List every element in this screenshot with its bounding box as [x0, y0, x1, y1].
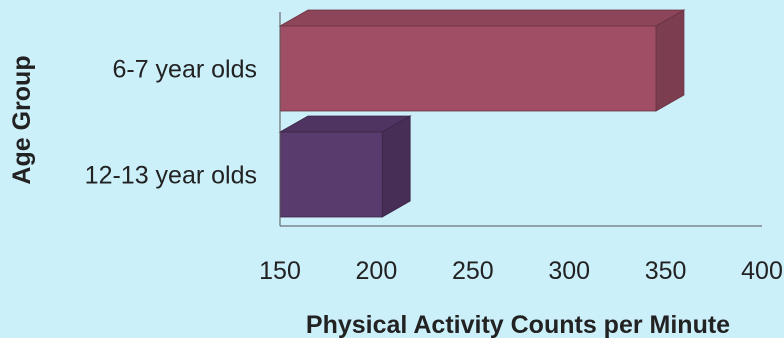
bar-1	[278, 115, 412, 218]
bar-top-face-0	[278, 9, 686, 27]
category-label-0: 6-7 year olds	[112, 56, 257, 84]
x-tick-label-4: 350	[645, 257, 687, 285]
bar-front-face-0	[279, 25, 657, 112]
bar-front-face-1	[279, 131, 383, 218]
x-tick-label-2: 250	[452, 257, 494, 285]
x-tick-label-1: 200	[356, 257, 398, 285]
bar-0	[278, 9, 686, 112]
y-axis-title: Age Group	[8, 55, 36, 184]
x-tick-label-3: 300	[548, 257, 590, 285]
bars-layer	[278, 9, 686, 218]
x-axis-title: Physical Activity Counts per Minute	[306, 311, 730, 338]
bar-side-face-1	[381, 115, 411, 218]
x-tick-label-5: 400	[741, 257, 783, 285]
category-label-1: 12-13 year olds	[85, 162, 257, 190]
x-tick-label-0: 150	[259, 257, 301, 285]
axes-layer	[279, 12, 762, 227]
labels-layer: 150 200 250 300 350 400 6-7 year olds 12-13 yea…	[85, 56, 783, 286]
bar-side-face-0	[655, 9, 685, 112]
